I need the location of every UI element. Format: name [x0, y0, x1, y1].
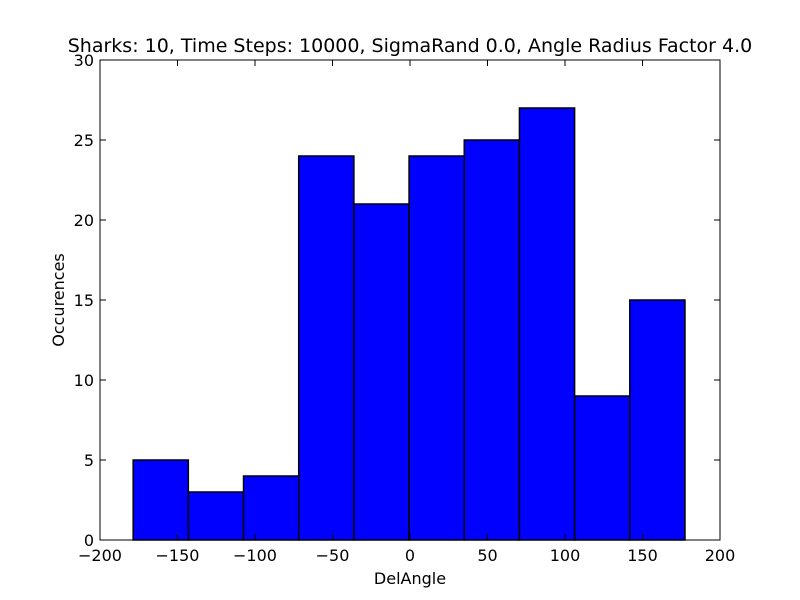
histogram-bar — [242, 475, 300, 541]
histogram-bar — [463, 139, 521, 541]
x-tick-label: 100 — [550, 546, 581, 565]
y-tick-label: 15 — [74, 291, 94, 310]
x-axis-label: DelAngle — [374, 569, 446, 588]
x-tick-label: −200 — [78, 546, 122, 565]
histogram-bar — [187, 491, 245, 541]
y-tick-label: 20 — [74, 211, 94, 230]
x-tick-label: 150 — [627, 546, 658, 565]
histogram-bar — [408, 155, 466, 541]
histogram-bar — [573, 395, 631, 541]
x-tick-label: 50 — [477, 546, 497, 565]
histogram-bar — [132, 459, 190, 541]
y-axis-label: Occurences — [49, 253, 68, 347]
x-tick-label: −150 — [156, 546, 200, 565]
x-tick-label: −100 — [233, 546, 277, 565]
y-tick-label: 25 — [74, 131, 94, 150]
chart-title: Sharks: 10, Time Steps: 10000, SigmaRand… — [68, 35, 753, 57]
x-tick-label: 200 — [705, 546, 736, 565]
histogram-bar — [518, 107, 576, 541]
histogram-bar — [297, 155, 355, 541]
ticks-group: −200 −150 −100 −50 0 50 100 150 200 0 5 10 15 20 25 30 — [74, 51, 736, 565]
y-tick-label: 10 — [74, 371, 94, 390]
x-tick-label: 0 — [405, 546, 415, 565]
y-tick-label: 0 — [84, 531, 94, 550]
histogram-bar — [353, 203, 410, 541]
histogram-bar — [629, 299, 686, 541]
y-tick-label: 5 — [84, 451, 94, 470]
bars-group — [132, 107, 686, 541]
y-tick-label: 30 — [74, 51, 94, 70]
x-tick-label: −50 — [316, 546, 350, 565]
